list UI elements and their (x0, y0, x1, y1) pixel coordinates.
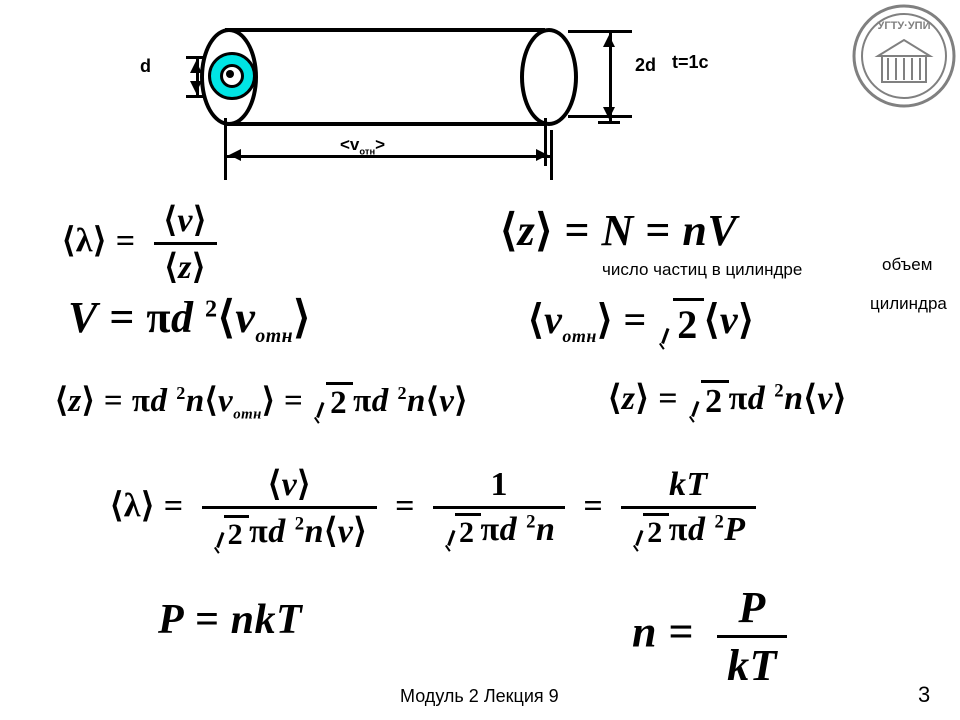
ann-vol1: объем (882, 255, 932, 275)
label-d: d (140, 56, 151, 77)
eq-V: V = πd 2⟨vотн⟩ (68, 292, 311, 343)
svg-text:УГТУ·УПИ: УГТУ·УПИ (878, 20, 931, 32)
eq-lambda-chain: ⟨λ⟩ = ⟨v⟩ 2πd 2n⟨v⟩ = 1 2πd 2n = kT 2πd … (110, 462, 756, 556)
dim-vrel (224, 130, 553, 180)
university-logo: УГТУ·УПИ (852, 4, 956, 108)
ann-vol2: цилиндра (870, 294, 947, 314)
dim-d (186, 56, 206, 98)
eq-PnkT: P = nkT (158, 596, 302, 644)
footer-text: Модуль 2 Лекция 9 (400, 686, 559, 707)
eq-nPkT: n = PkT (632, 580, 787, 693)
eq-lambda-vz: ⟨λ⟩ = ⟨v⟩⟨z⟩ (62, 198, 217, 289)
page-number: 3 (918, 682, 930, 708)
ann-particles: число частиц в цилиндре (602, 260, 802, 280)
eq-vrel: ⟨vотн⟩ = 2⟨v⟩ (528, 296, 754, 350)
eq-z-expand: ⟨z⟩ = πd 2n⟨vотн⟩ = 2πd 2n⟨v⟩ (55, 380, 468, 424)
dim-2d (598, 30, 620, 124)
label-2d: 2d (635, 55, 656, 76)
cylinder-diagram (170, 18, 630, 178)
label-t: t=1c (672, 52, 709, 73)
label-vrel: <vотн> (340, 135, 385, 155)
eq-z-final: ⟨z⟩ = 2πd 2n⟨v⟩ (608, 378, 847, 423)
eq-z-NnV: ⟨z⟩ = N = nV (500, 205, 737, 256)
